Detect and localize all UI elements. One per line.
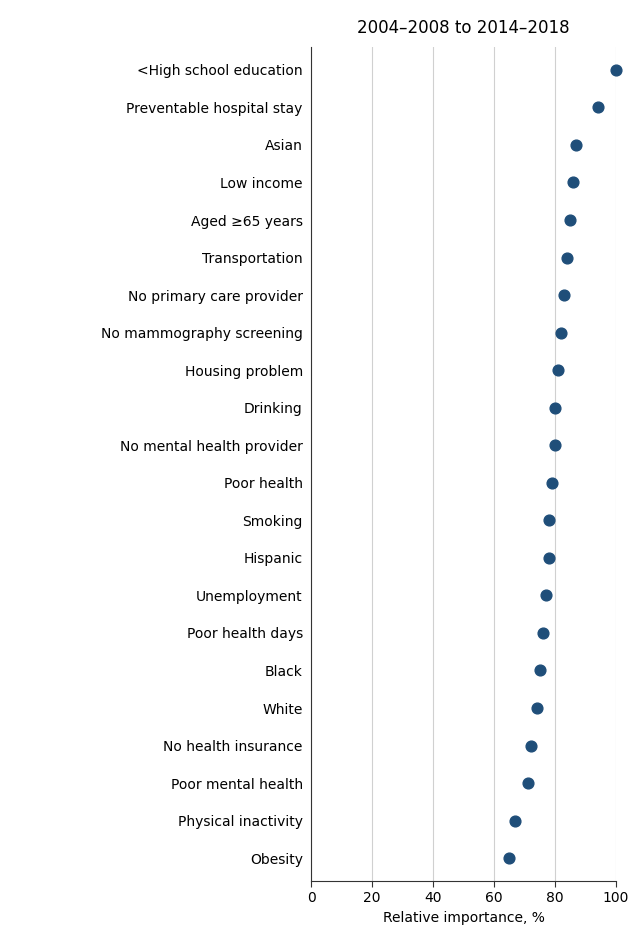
Point <box>572 137 582 152</box>
Point <box>568 175 578 190</box>
Point <box>523 776 533 791</box>
Point <box>511 813 521 829</box>
Point <box>553 363 563 378</box>
Point <box>550 438 560 453</box>
Point <box>544 550 554 565</box>
Point <box>550 401 560 416</box>
Point <box>547 475 557 491</box>
Point <box>565 212 575 227</box>
Point <box>541 588 551 603</box>
Point <box>562 250 572 265</box>
Title: 2004–2008 to 2014–2018: 2004–2008 to 2014–2018 <box>358 20 570 38</box>
Point <box>526 738 536 753</box>
Point <box>592 99 603 115</box>
Point <box>544 512 554 527</box>
Point <box>611 63 621 78</box>
Point <box>531 701 542 716</box>
Point <box>538 625 548 640</box>
X-axis label: Relative importance, %: Relative importance, % <box>383 911 544 924</box>
Point <box>504 850 514 866</box>
Point <box>556 325 566 340</box>
Point <box>559 288 569 303</box>
Point <box>535 663 545 678</box>
